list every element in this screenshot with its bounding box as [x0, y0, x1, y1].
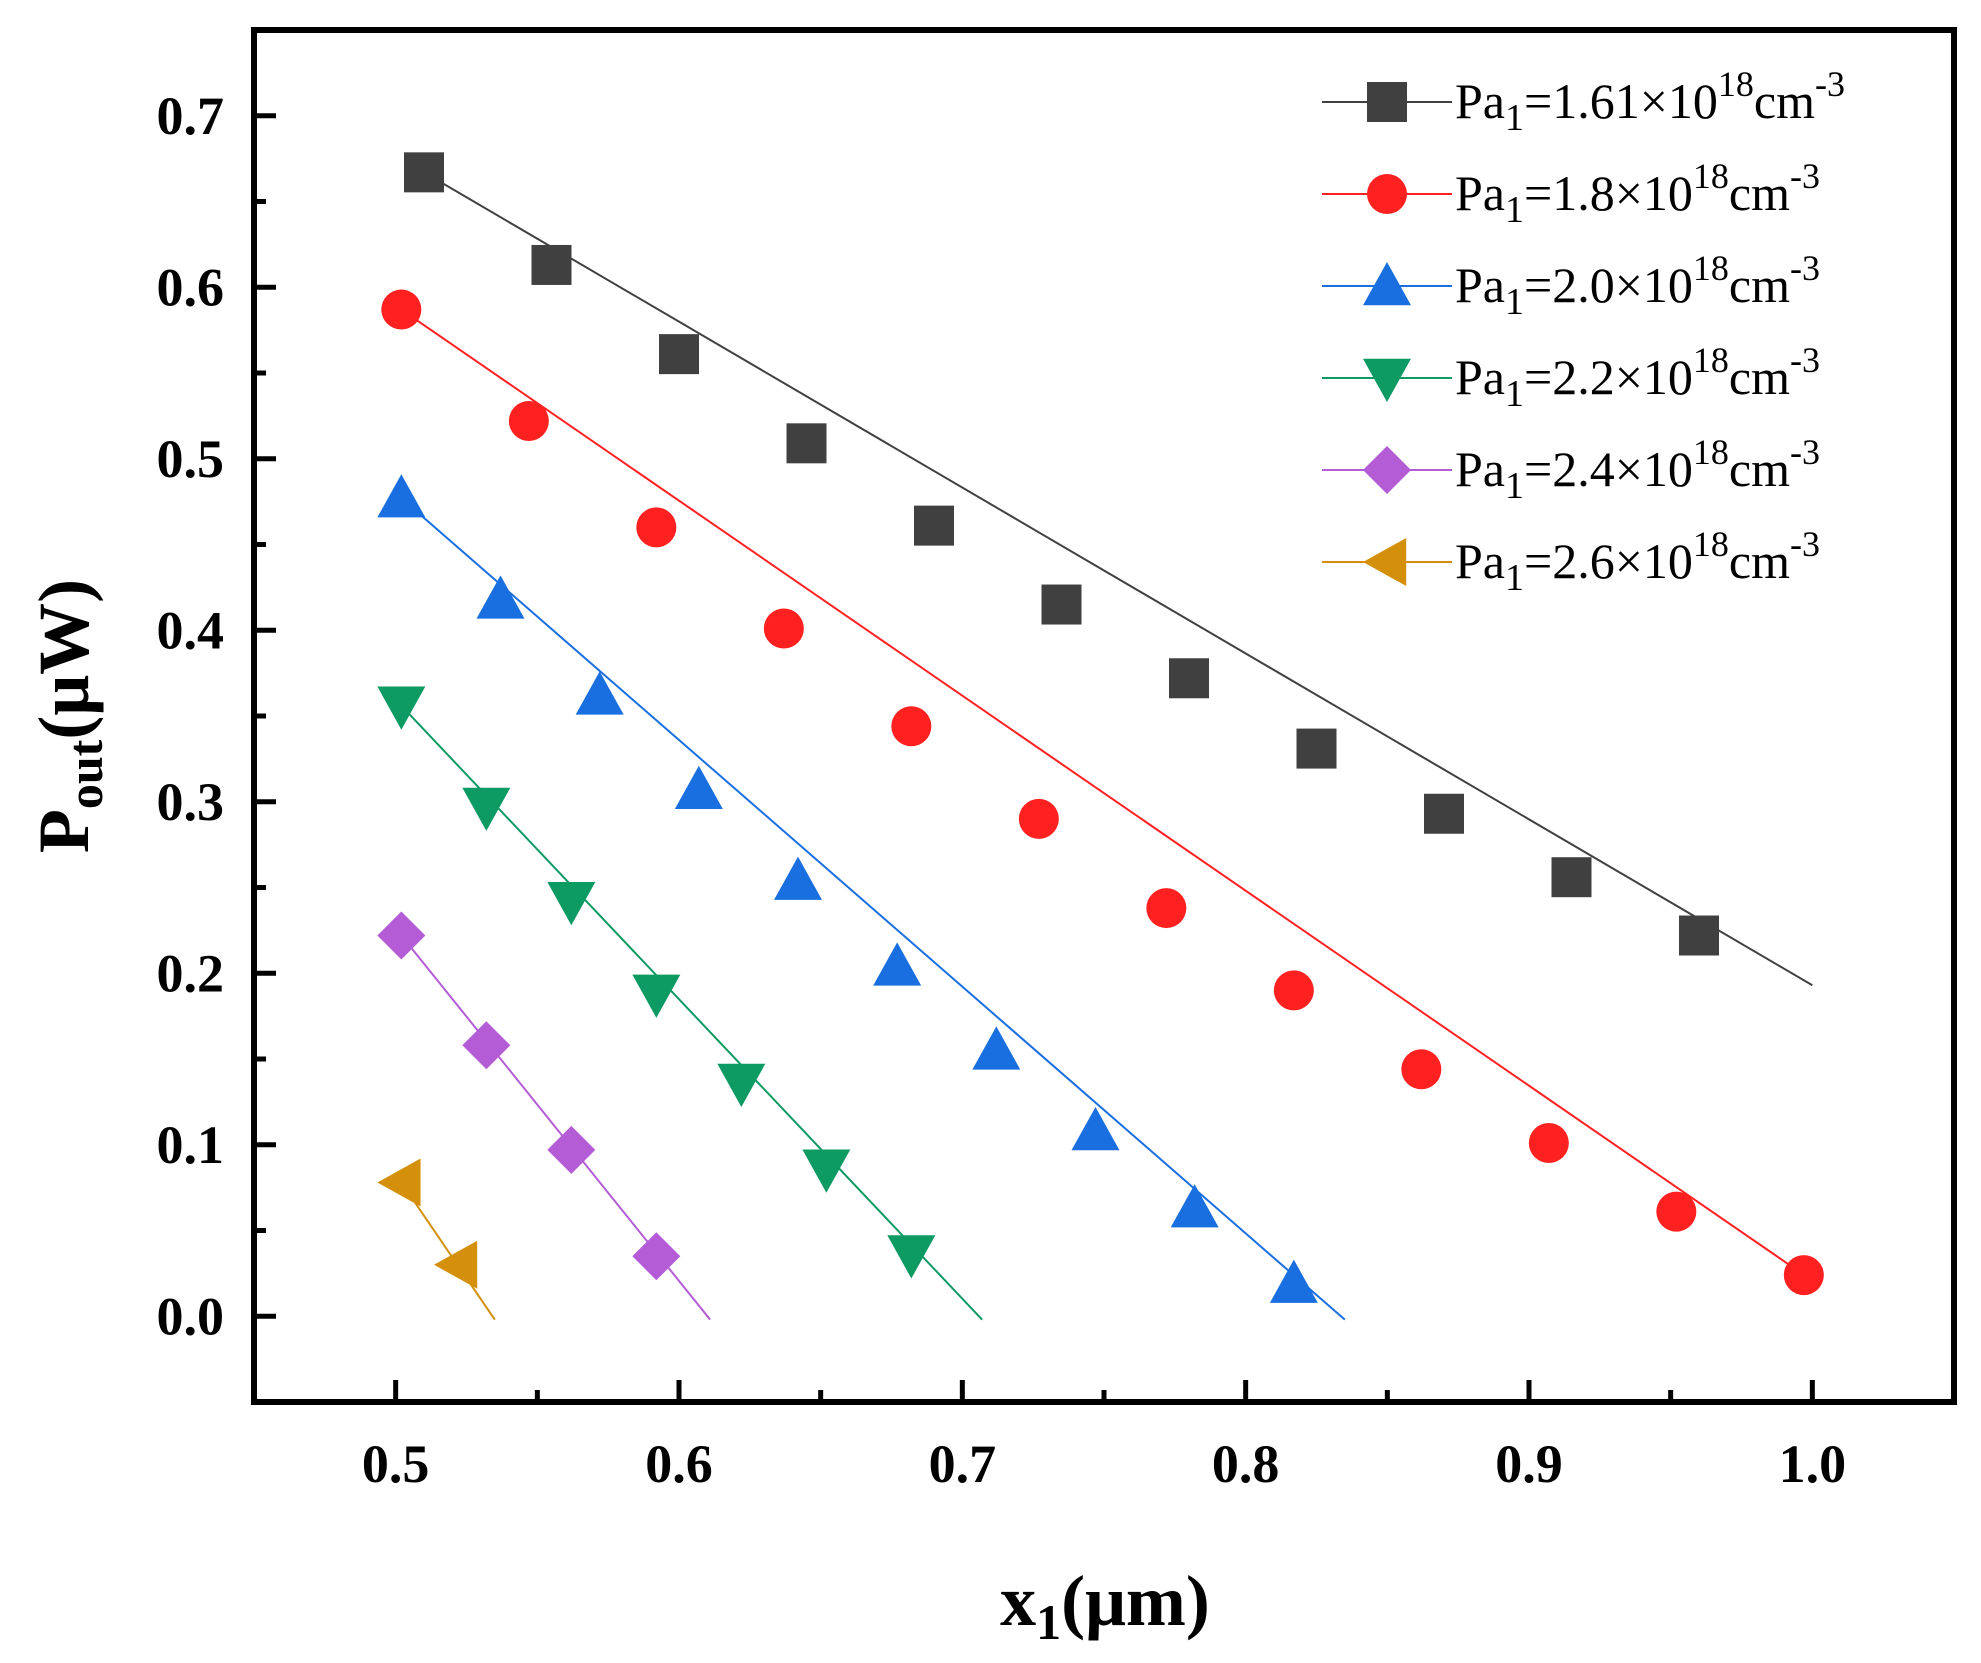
data-point	[1424, 793, 1464, 834]
y-tick-label: 0.0	[157, 1286, 225, 1346]
data-point	[1783, 1255, 1824, 1296]
legend-marker	[1363, 262, 1411, 306]
y-tick-label: 0.6	[157, 257, 225, 317]
x-tick-label: 0.5	[362, 1434, 430, 1494]
data-point	[531, 244, 572, 285]
data-point	[802, 1149, 851, 1193]
data-point	[1169, 658, 1209, 699]
data-point	[404, 152, 444, 193]
y-axis-title: Pout(μW)	[24, 579, 113, 853]
data-point	[873, 942, 922, 986]
legend: Pa1=1.61×1018cm-3 Pa1=1.8×1018cm-3 Pa1=2.0…	[1322, 64, 1845, 599]
y-tick-label: 0.7	[157, 86, 225, 146]
series-line	[423, 171, 1813, 987]
data-point	[763, 608, 804, 649]
legend-label: Pa1=2.0×1018cm-3	[1455, 248, 1820, 323]
y-tick-label: 0.3	[157, 772, 225, 832]
y-tick-label: 0.4	[157, 600, 225, 660]
axis-ticks	[254, 113, 1815, 1402]
x-tick-label: 0.9	[1495, 1434, 1563, 1494]
data-point	[1071, 1107, 1120, 1151]
y-tick-label: 0.1	[157, 1115, 225, 1175]
series-5	[377, 911, 711, 1321]
legend-marker	[1363, 358, 1411, 402]
series-line	[400, 497, 1346, 1321]
series-layer	[377, 152, 1824, 1321]
data-point	[1296, 728, 1337, 769]
y-tick-label: 0.5	[157, 429, 225, 489]
x-tick-label: 0.8	[1212, 1434, 1280, 1494]
data-point	[575, 671, 624, 715]
legend-label: Pa1=1.61×1018cm-3	[1455, 64, 1845, 139]
legend-marker	[1367, 174, 1407, 214]
legend-marker	[1367, 82, 1407, 122]
data-point	[1401, 1049, 1442, 1090]
data-point	[887, 1235, 936, 1279]
data-point	[1273, 970, 1314, 1011]
data-point	[717, 1063, 766, 1108]
data-point	[547, 882, 596, 926]
legend-label: Pa1=2.6×1018cm-3	[1455, 524, 1820, 599]
data-point	[636, 507, 677, 548]
legend-entry: Pa1=1.61×1018cm-3	[1322, 64, 1845, 139]
data-point	[1679, 915, 1719, 956]
data-point	[1269, 1259, 1318, 1303]
legend-label: Pa1=1.8×1018cm-3	[1455, 156, 1820, 231]
data-point	[462, 787, 511, 831]
data-point	[1146, 888, 1187, 929]
data-point	[377, 1158, 421, 1207]
plot-frame	[251, 27, 1957, 1405]
x-tick-label: 0.7	[929, 1434, 997, 1494]
data-point	[891, 706, 932, 747]
data-point	[434, 1240, 478, 1289]
series-6	[377, 1158, 496, 1321]
legend-label: Pa1=2.4×1018cm-3	[1455, 432, 1820, 507]
data-point	[476, 575, 525, 619]
x-axis-title: x1(μm)	[1000, 1561, 1210, 1650]
data-point	[508, 401, 549, 442]
x-tick-label: 1.0	[1779, 1434, 1847, 1494]
x-axis-tick-labels: 0.5 0.6 0.7 0.8 0.9 1.0	[362, 1434, 1846, 1494]
series-3	[377, 474, 1346, 1321]
data-point	[674, 765, 723, 809]
data-point	[547, 1125, 596, 1174]
y-tick-label: 0.2	[157, 943, 225, 1003]
series-4	[377, 686, 983, 1321]
data-point	[1656, 1191, 1697, 1232]
legend-entry: Pa1=2.6×1018cm-3	[1322, 524, 1820, 599]
data-point	[377, 686, 426, 730]
data-point	[786, 423, 827, 464]
data-point	[377, 911, 426, 960]
legend-entry: Pa1=2.4×1018cm-3	[1322, 432, 1820, 507]
legend-label: Pa1=2.2×1018cm-3	[1455, 340, 1820, 415]
legend-marker	[1363, 446, 1411, 494]
legend-entry: Pa1=1.8×1018cm-3	[1322, 156, 1820, 231]
data-point	[462, 1021, 511, 1070]
data-point	[1170, 1184, 1219, 1228]
series-line	[400, 308, 1808, 1278]
series-2	[381, 289, 1824, 1296]
legend-marker	[1363, 538, 1407, 586]
data-point	[914, 505, 954, 546]
legend-entry: Pa1=2.0×1018cm-3	[1322, 248, 1820, 323]
data-point	[377, 474, 426, 518]
data-point	[1041, 584, 1082, 625]
data-point	[1018, 798, 1059, 839]
x-tick-label: 0.6	[645, 1434, 713, 1494]
data-point	[659, 334, 699, 375]
data-point	[774, 856, 822, 900]
data-point	[632, 974, 681, 1018]
data-point	[972, 1026, 1021, 1070]
legend-entry: Pa1=2.2×1018cm-3	[1322, 340, 1820, 415]
data-point	[1551, 857, 1592, 898]
y-axis-tick-labels: 0.0 0.1 0.2 0.3 0.4 0.5 0.6 0.7	[157, 86, 225, 1347]
data-point	[1528, 1123, 1569, 1164]
series-1	[404, 152, 1813, 987]
data-point	[381, 289, 422, 330]
series-line	[400, 1181, 496, 1321]
data-point	[632, 1232, 681, 1281]
